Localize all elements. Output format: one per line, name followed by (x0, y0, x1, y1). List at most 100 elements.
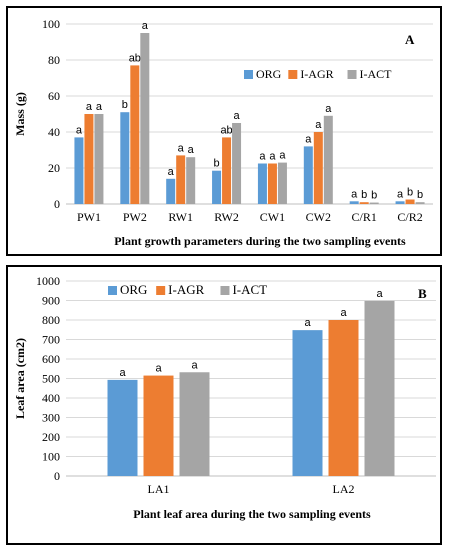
y-tick-label: 0 (54, 197, 60, 211)
legend-label-org: ORG (256, 67, 282, 81)
data-label: ab (129, 52, 141, 64)
y-axis-title: Mass (g) (13, 92, 27, 136)
legend-label-i-agr: I-AGR (168, 282, 204, 297)
y-tick-label: 40 (48, 125, 60, 139)
x-axis-title: Plant growth parameters during the two s… (114, 234, 406, 248)
legend-label-i-agr: I-AGR (300, 67, 333, 81)
data-label: a (155, 363, 162, 375)
data-label: a (234, 110, 241, 122)
y-tick-label: 400 (42, 391, 60, 405)
bar-i-agr-cr1 (359, 202, 369, 204)
data-label: a (315, 119, 322, 131)
data-label: a (269, 151, 276, 163)
bar-org-pw2 (120, 112, 130, 204)
data-label: b (122, 99, 128, 111)
bar-i-agr-rw1 (176, 155, 186, 204)
y-tick-label: 1000 (36, 274, 60, 288)
bar-org-cw2 (303, 146, 313, 204)
data-label: a (279, 150, 286, 162)
legend-swatch-org (244, 70, 253, 79)
legend-swatch-i-agr (156, 286, 166, 295)
y-tick-label: 600 (42, 352, 60, 366)
x-tick-label: PW2 (123, 210, 147, 224)
y-tick-label: 100 (42, 450, 60, 464)
data-label: b (371, 190, 377, 202)
bar-i-act-la2 (364, 300, 395, 476)
chart-panel-b: 0 100 200 300 400 500 600 700 800 900 1000 LA1 a a a LA… (6, 265, 442, 545)
bar-i-act-cw2 (323, 115, 333, 204)
bar-org-la1 (107, 379, 138, 476)
bar-org-rw1 (166, 178, 176, 204)
y-tick-label: 60 (48, 89, 60, 103)
x-tick-label: PW1 (77, 210, 101, 224)
bar-i-agr-la2 (328, 320, 359, 476)
bar-org-la2 (292, 330, 323, 476)
data-label: a (259, 151, 266, 163)
y-axis-title: Leaf area (cm2) (13, 338, 27, 419)
bar-i-agr-cw1 (267, 163, 277, 204)
y-tick-label: 800 (42, 313, 60, 327)
x-tick-label: RW2 (214, 210, 239, 224)
y-tick-label: 200 (42, 430, 60, 444)
data-label: b (361, 189, 367, 201)
legend-label-i-act: I-ACT (232, 282, 267, 297)
legend-swatch-org (108, 286, 117, 295)
data-label: ab (220, 124, 232, 136)
legend-swatch-i-act (347, 70, 357, 79)
bar-org-cr1 (349, 201, 359, 204)
bar-i-agr-pw1 (84, 114, 94, 204)
bar-i-act-rw1 (186, 157, 196, 204)
x-tick-label: CW1 (260, 210, 285, 224)
y-tick-label: 0 (54, 469, 60, 483)
data-label: a (119, 367, 126, 379)
bar-i-act-la1 (179, 372, 210, 476)
y-tick-label: 500 (42, 372, 60, 386)
data-label: b (417, 189, 423, 201)
panel-letter: B (418, 286, 427, 301)
y-tick-label: 20 (48, 161, 60, 175)
bar-i-act-pw2 (140, 33, 150, 204)
legend-label-i-act: I-ACT (360, 67, 393, 81)
bar-org-cw1 (257, 163, 267, 204)
data-label: b (214, 158, 220, 170)
legend-swatch-i-act (220, 286, 230, 295)
data-label: b (407, 187, 413, 199)
bar-i-agr-cr2 (405, 199, 415, 204)
bar-i-act-cr1 (369, 202, 379, 204)
x-tick-label: LA1 (148, 482, 170, 496)
data-label: a (86, 101, 93, 113)
legend-label-org: ORG (120, 282, 147, 297)
data-label: a (304, 317, 311, 329)
legend-swatch-i-agr (288, 70, 298, 79)
data-label: a (76, 124, 83, 136)
bar-org-rw2 (212, 170, 222, 204)
y-tick-label: 300 (42, 411, 60, 425)
data-label: a (168, 166, 175, 178)
chart-b-svg: 0 100 200 300 400 500 600 700 800 900 1000 LA1 a a a LA… (13, 274, 436, 521)
data-label: a (191, 359, 198, 371)
y-tick-label: 100 (42, 17, 60, 31)
data-label: a (142, 20, 149, 32)
data-label: a (376, 288, 383, 300)
data-label: a (397, 188, 404, 200)
x-tick-label: RW1 (168, 210, 193, 224)
bar-org-cr2 (395, 201, 405, 204)
x-tick-label: C/R1 (352, 210, 377, 224)
bar-i-agr-la1 (143, 375, 174, 476)
bar-org-pw1 (74, 137, 84, 204)
bar-i-agr-rw2 (222, 137, 232, 204)
x-tick-label: CW2 (306, 210, 331, 224)
data-label: a (351, 188, 358, 200)
bar-i-act-cw1 (277, 162, 287, 204)
bar-i-act-rw2 (232, 123, 242, 204)
data-label: a (188, 144, 195, 156)
data-label: a (340, 307, 347, 319)
bar-i-act-pw1 (94, 114, 104, 204)
panel-letter: A (405, 32, 415, 47)
y-tick-label: 700 (42, 333, 60, 347)
y-tick-label: 80 (48, 53, 60, 67)
y-tick-label: 900 (42, 294, 60, 308)
data-label: a (96, 101, 103, 113)
bar-i-agr-cw2 (313, 132, 323, 204)
